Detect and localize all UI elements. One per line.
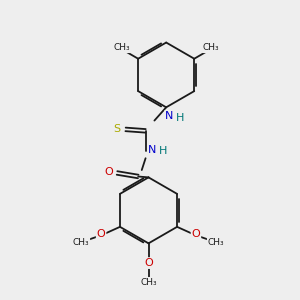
Text: N: N <box>165 111 173 121</box>
Text: O: O <box>104 167 113 177</box>
Text: CH₃: CH₃ <box>202 43 219 52</box>
Text: O: O <box>144 258 153 268</box>
Text: H: H <box>176 113 184 123</box>
Text: CH₃: CH₃ <box>208 238 224 247</box>
Text: N: N <box>148 145 156 155</box>
Text: CH₃: CH₃ <box>113 43 130 52</box>
Text: O: O <box>192 229 200 239</box>
Text: CH₃: CH₃ <box>140 278 157 287</box>
Text: H: H <box>159 146 167 157</box>
Text: CH₃: CH₃ <box>73 238 89 247</box>
Text: S: S <box>113 124 120 134</box>
Text: O: O <box>97 229 106 239</box>
